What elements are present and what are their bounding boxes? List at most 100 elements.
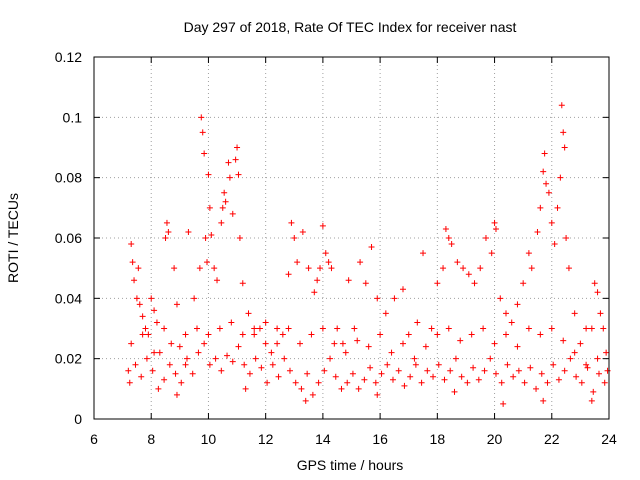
data-point xyxy=(588,325,595,332)
data-point xyxy=(492,225,499,232)
data-point xyxy=(445,325,452,332)
data-point xyxy=(182,361,189,368)
data-point xyxy=(311,289,318,296)
data-point xyxy=(218,219,225,226)
data-point xyxy=(424,367,431,374)
data-point xyxy=(151,307,158,314)
data-point xyxy=(351,325,358,332)
data-point xyxy=(561,367,568,374)
data-point xyxy=(251,331,258,338)
data-point xyxy=(525,250,532,257)
data-point xyxy=(251,325,258,332)
data-point xyxy=(285,325,292,332)
data-point xyxy=(246,370,253,377)
data-point xyxy=(440,265,447,272)
data-point xyxy=(537,204,544,211)
data-point xyxy=(594,289,601,296)
data-point xyxy=(161,376,168,383)
data-point xyxy=(208,231,215,238)
x-tick-label: 12 xyxy=(258,431,274,447)
data-point xyxy=(229,358,236,365)
data-point xyxy=(205,171,212,178)
data-point xyxy=(540,397,547,404)
data-point xyxy=(225,159,232,166)
data-point xyxy=(418,379,425,386)
x-axis-label: GPS time / hours xyxy=(297,457,404,473)
y-tick-label: 0.04 xyxy=(55,290,82,306)
data-point xyxy=(470,364,477,371)
data-point xyxy=(234,144,241,151)
data-point xyxy=(269,361,276,368)
data-point xyxy=(420,250,427,257)
data-point xyxy=(584,364,591,371)
data-point xyxy=(491,219,498,226)
data-point xyxy=(388,349,395,356)
data-point xyxy=(514,343,521,350)
data-point xyxy=(541,150,548,157)
x-tick-label: 10 xyxy=(201,431,217,447)
y-axis-label: ROTI / TECUs xyxy=(5,193,21,283)
data-point xyxy=(477,265,484,272)
data-point xyxy=(241,361,248,368)
data-point xyxy=(374,391,381,398)
data-point xyxy=(382,310,389,317)
data-point xyxy=(235,171,242,178)
y-tick-label: 0.1 xyxy=(63,109,83,125)
data-point xyxy=(560,337,567,344)
data-point xyxy=(571,310,578,317)
data-point xyxy=(561,144,568,151)
data-point xyxy=(534,228,541,235)
data-point xyxy=(389,376,396,383)
data-point xyxy=(475,376,482,383)
data-point xyxy=(434,331,441,338)
data-point xyxy=(132,361,139,368)
data-point xyxy=(565,265,572,272)
data-point xyxy=(448,241,455,248)
data-point xyxy=(407,373,414,380)
data-point xyxy=(378,370,385,377)
data-point xyxy=(286,367,293,374)
data-point xyxy=(198,114,205,121)
data-point xyxy=(171,265,178,272)
data-point xyxy=(172,370,179,377)
data-point xyxy=(551,241,558,248)
data-point xyxy=(239,280,246,287)
data-point xyxy=(525,325,532,332)
data-point xyxy=(577,340,584,347)
data-point xyxy=(262,319,269,326)
data-point xyxy=(583,325,590,332)
data-point xyxy=(514,301,521,308)
data-point xyxy=(545,189,552,196)
data-point xyxy=(212,355,219,362)
data-point xyxy=(138,373,145,380)
data-point xyxy=(275,373,282,380)
data-point xyxy=(216,325,223,332)
y-tick-label: 0 xyxy=(74,411,82,427)
data-point xyxy=(548,219,555,226)
data-point xyxy=(139,313,146,320)
data-point xyxy=(219,204,226,211)
data-point xyxy=(520,280,527,287)
data-point xyxy=(515,367,522,374)
y-tick-label: 0.02 xyxy=(55,351,82,367)
axis-ticks xyxy=(93,56,610,420)
data-point xyxy=(165,228,172,235)
data-point xyxy=(168,340,175,347)
data-point xyxy=(151,349,158,356)
data-point xyxy=(401,382,408,389)
data-point xyxy=(377,331,384,338)
data-point xyxy=(555,376,562,383)
data-point xyxy=(540,168,547,175)
data-point xyxy=(465,271,472,278)
x-tick-label: 22 xyxy=(544,431,560,447)
data-point xyxy=(268,349,275,356)
data-point xyxy=(135,265,142,272)
data-point xyxy=(163,219,170,226)
data-point xyxy=(189,370,196,377)
data-point xyxy=(548,325,555,332)
data-point xyxy=(384,361,391,368)
data-point xyxy=(166,361,173,368)
data-point xyxy=(264,379,271,386)
data-point xyxy=(441,376,448,383)
data-point xyxy=(510,373,517,380)
